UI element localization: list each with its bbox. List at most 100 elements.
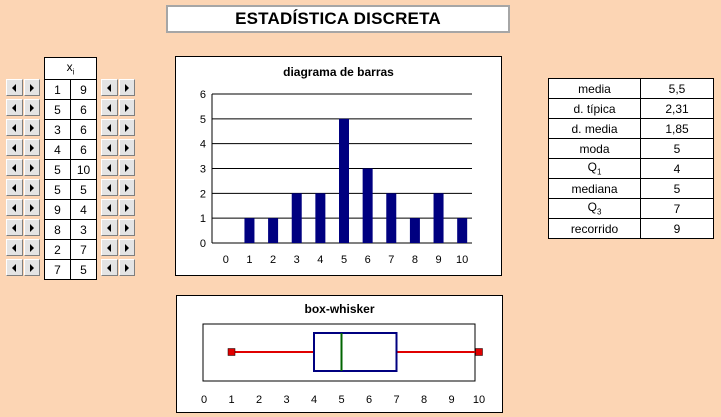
stats-row: recorrido 9 [548,218,714,239]
decrement-arrow-icon[interactable] [6,159,23,176]
stat-label-text: media [578,81,611,96]
box-whisker-chart: 0 1 2 3 4 5 6 7 8 9 10 [201,323,485,406]
decrement-arrow-icon[interactable] [6,79,23,96]
cell-value-right[interactable]: 6 [70,139,97,160]
increment-arrow-icon[interactable] [23,139,40,156]
increment-arrow-icon[interactable] [23,259,40,276]
y-tick-label: 3 [200,164,206,176]
cell-value-left[interactable]: 5 [44,159,71,180]
x-tick-label: 6 [366,394,372,406]
decrement-arrow-icon[interactable] [101,179,118,196]
cell-value-right[interactable]: 4 [70,199,97,220]
y-tick-label: 6 [200,89,206,101]
increment-arrow-icon[interactable] [23,179,40,196]
cell-value-left[interactable]: 3 [44,119,71,140]
decrement-arrow-icon[interactable] [101,159,118,176]
decrement-arrow-icon[interactable] [101,219,118,236]
decrement-arrow-icon[interactable] [6,119,23,136]
increment-arrow-icon[interactable] [23,119,40,136]
increment-arrow-icon[interactable] [118,239,135,256]
spinner [101,99,135,116]
cell-value-left[interactable]: 5 [44,99,71,120]
cell-value-left[interactable]: 1 [44,79,71,100]
increment-arrow-icon[interactable] [118,159,135,176]
stat-label: recorrido [548,218,641,239]
cell-value-right[interactable]: 5 [70,259,97,280]
increment-arrow-icon[interactable] [118,139,135,156]
bar [315,193,326,243]
cell-value-right[interactable]: 10 [70,159,97,180]
increment-arrow-icon[interactable] [23,99,40,116]
cell-value-left[interactable]: 8 [44,219,71,240]
bar-chart: 0 1 2 3 4 5 6 0 1 2 3 4 5 6 7 8 9 10 [200,89,472,266]
cell-value-right[interactable]: 9 [70,79,97,100]
increment-arrow-icon[interactable] [118,79,135,96]
decrement-arrow-icon[interactable] [6,239,23,256]
spinner [101,179,135,196]
increment-arrow-icon[interactable] [118,259,135,276]
cell-value-right[interactable]: 5 [70,179,97,200]
stat-label-subscript: 3 [596,207,602,217]
decrement-arrow-icon[interactable] [101,119,118,136]
bar [268,218,279,243]
decrement-arrow-icon[interactable] [101,199,118,216]
cell-value-right[interactable]: 6 [70,119,97,140]
increment-arrow-icon[interactable] [118,199,135,216]
y-tick-label: 1 [200,213,206,225]
table-row: 5 10 [44,159,97,180]
increment-arrow-icon[interactable] [118,219,135,236]
stat-value: 5,5 [640,78,714,99]
bar [362,168,373,243]
bar-chart-title: diagrama de barras [283,65,394,79]
cell-value-left[interactable]: 5 [44,179,71,200]
x-tick-label: 7 [393,394,399,406]
stats-row: Q1 4 [548,158,714,179]
increment-arrow-icon[interactable] [118,99,135,116]
decrement-arrow-icon[interactable] [6,199,23,216]
decrement-arrow-icon[interactable] [6,219,23,236]
cell-value-left[interactable]: 2 [44,239,71,260]
increment-arrow-icon[interactable] [23,219,40,236]
cell-value-left[interactable]: 9 [44,199,71,220]
cell-value-left[interactable]: 4 [44,139,71,160]
increment-arrow-icon[interactable] [23,199,40,216]
cell-value-right[interactable]: 7 [70,239,97,260]
decrement-arrow-icon[interactable] [6,99,23,116]
bar [457,218,468,243]
bar [244,218,255,243]
decrement-arrow-icon[interactable] [101,239,118,256]
bar [433,193,444,243]
increment-arrow-icon[interactable] [118,179,135,196]
stat-label: d. media [548,118,641,139]
decrement-arrow-icon[interactable] [101,139,118,156]
increment-arrow-icon[interactable] [23,159,40,176]
spinner [6,119,40,136]
decrement-arrow-icon[interactable] [101,79,118,96]
stat-label: mediana [548,178,641,199]
spinner [101,199,135,216]
cell-value-right[interactable]: 3 [70,219,97,240]
decrement-arrow-icon[interactable] [6,259,23,276]
x-tick-label: 2 [270,254,276,266]
spinner [6,239,40,256]
stat-label-text: mediana [571,181,618,196]
stat-label: Q3 [548,198,641,219]
decrement-arrow-icon[interactable] [101,259,118,276]
cell-value-right[interactable]: 6 [70,99,97,120]
increment-arrow-icon[interactable] [118,119,135,136]
xi-header-subscript: i [72,67,75,77]
x-tick-label: 4 [317,254,323,266]
decrement-arrow-icon[interactable] [6,179,23,196]
cell-value-left[interactable]: 7 [44,259,71,280]
stat-value: 1,85 [640,118,714,139]
increment-arrow-icon[interactable] [23,79,40,96]
decrement-arrow-icon[interactable] [6,139,23,156]
increment-arrow-icon[interactable] [23,239,40,256]
stats-row: d. media 1,85 [548,118,714,139]
decrement-arrow-icon[interactable] [101,99,118,116]
